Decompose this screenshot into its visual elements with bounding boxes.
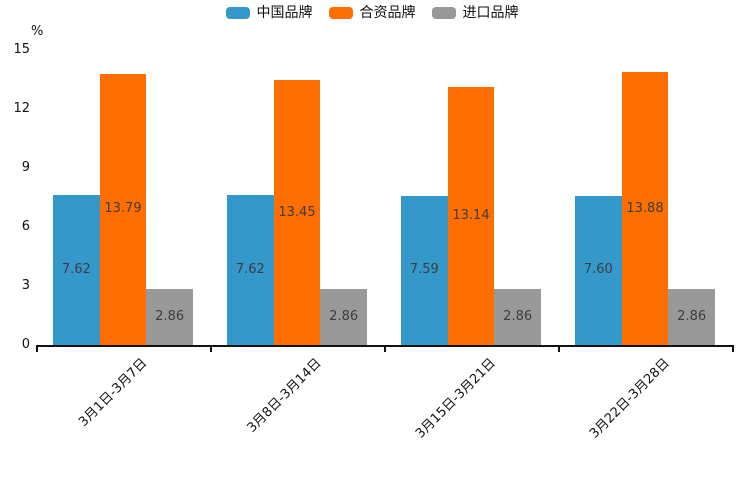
bar-value-label: 13.45 (278, 204, 316, 220)
x-tick-mark (384, 347, 386, 352)
x-label-slot: 3月15日-3月21日 (384, 345, 558, 485)
bar-value-label: 13.14 (452, 207, 490, 223)
bar-中国品牌-3月22日-3月28日 (575, 195, 622, 345)
x-label-slot: 3月8日-3月14日 (210, 345, 384, 485)
legend: 中国品牌 合资品牌 进口品牌 (0, 6, 744, 20)
x-tick-mark (210, 347, 212, 352)
bar-value-label: 2.86 (155, 308, 185, 324)
bar-value-label: 7.62 (235, 262, 265, 278)
legend-item-china-brand: 中国品牌 (225, 5, 313, 21)
bar-进口品牌-3月15日-3月21日 (494, 288, 541, 345)
legend-item-joint-venture-brand: 合资品牌 (328, 5, 416, 21)
bar-合资品牌-3月1日-3月7日 (99, 73, 147, 345)
bar-合资品牌-3月22日-3月28日 (621, 72, 669, 345)
x-tick-label: 3月15日-3月21日 (412, 355, 499, 442)
bar-value-label: 2.86 (329, 308, 359, 324)
legend-label-joint-venture-brand: 合资品牌 (359, 5, 416, 21)
legend-swatch-imported-brand (431, 7, 456, 19)
y-axis-unit-label: % (31, 24, 44, 39)
bar-value-label: 2.86 (503, 308, 533, 324)
x-tick-mark (558, 347, 560, 352)
bar-value-label: 7.62 (61, 262, 91, 278)
x-tick-label: 3月1日-3月7日 (76, 355, 151, 430)
bar-中国品牌-3月8日-3月14日 (227, 195, 274, 345)
bar-value-label: 2.86 (677, 308, 707, 324)
legend-label-imported-brand: 进口品牌 (462, 5, 519, 21)
bar-中国品牌-3月15日-3月21日 (401, 195, 448, 345)
bar-value-label: 13.88 (626, 200, 664, 216)
bar-进口品牌-3月1日-3月7日 (146, 288, 193, 345)
bar-中国品牌-3月1日-3月7日 (53, 195, 100, 345)
x-tick-mark (36, 347, 38, 352)
bar-value-label: 7.59 (409, 262, 439, 278)
x-label-slot: 3月22日-3月28日 (558, 345, 732, 485)
y-tick-label: 9 (21, 160, 30, 175)
legend-label-china-brand: 中国品牌 (256, 5, 313, 21)
y-tick-label: 6 (21, 219, 30, 234)
legend-swatch-joint-venture-brand (328, 7, 353, 19)
bar-合资品牌-3月15日-3月21日 (447, 86, 495, 345)
y-tick-label: 15 (13, 42, 30, 57)
bar-进口品牌-3月8日-3月14日 (320, 288, 367, 345)
x-tick-label: 3月8日-3月14日 (244, 355, 325, 436)
bar-value-label: 13.79 (104, 201, 142, 217)
x-label-slot: 3月1日-3月7日 (36, 345, 210, 485)
bar-进口品牌-3月22日-3月28日 (668, 288, 715, 345)
x-axis-line (36, 345, 734, 347)
bar-value-label: 7.60 (583, 262, 613, 278)
x-tick-mark (732, 347, 734, 352)
y-tick-label: 3 (21, 278, 30, 293)
legend-item-imported-brand: 进口品牌 (431, 5, 519, 21)
legend-swatch-china-brand (225, 7, 250, 19)
y-tick-label: 12 (13, 101, 30, 116)
y-tick-label: 0 (21, 337, 30, 352)
bar-合资品牌-3月8日-3月14日 (273, 80, 321, 345)
x-tick-label: 3月22日-3月28日 (586, 355, 673, 442)
